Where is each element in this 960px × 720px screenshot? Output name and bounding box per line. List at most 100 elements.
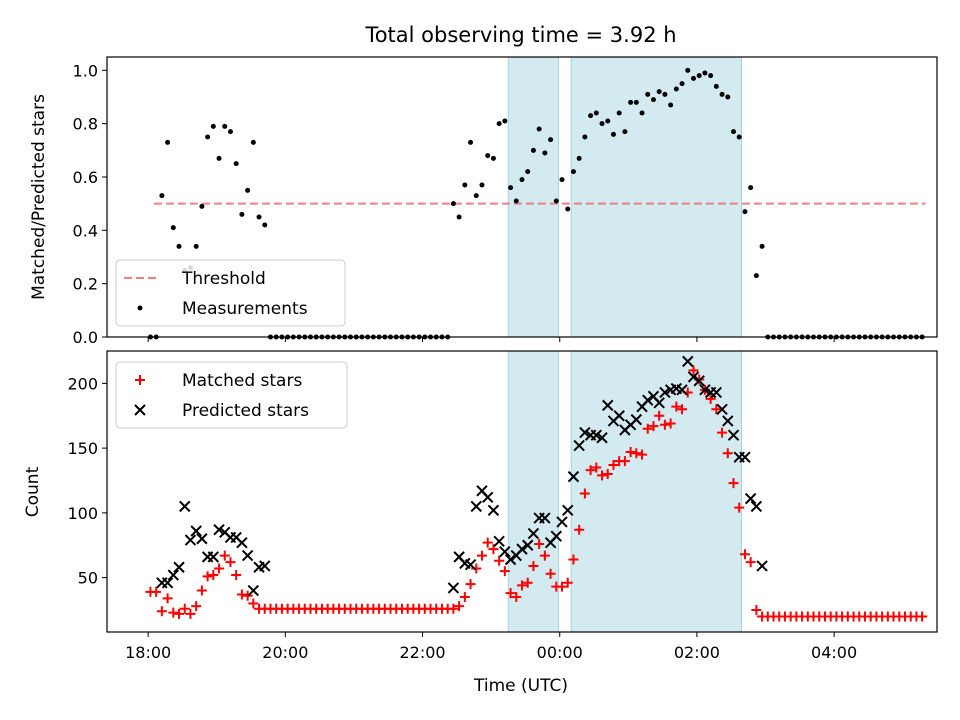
data-point — [487, 504, 500, 516]
data-point — [559, 177, 565, 183]
data-point — [216, 155, 222, 161]
data-point — [522, 539, 534, 551]
legend-label: Measurements — [182, 299, 308, 319]
data-point — [610, 131, 616, 137]
data-point — [602, 399, 614, 412]
data-point — [711, 404, 722, 415]
data-point — [656, 89, 662, 95]
data-point — [236, 589, 247, 600]
data-point — [548, 137, 554, 143]
data-point — [214, 563, 225, 574]
data-point — [176, 243, 182, 249]
data-point — [759, 243, 765, 249]
data-point — [448, 603, 459, 614]
data-point — [156, 606, 167, 617]
y-axis-label-ratio: Matched/Predicted stars — [29, 94, 49, 300]
data-point — [690, 75, 696, 81]
data-point — [739, 451, 751, 463]
data-point — [753, 273, 759, 279]
data-point — [528, 560, 539, 571]
data-point — [637, 449, 648, 460]
data-point — [633, 99, 639, 105]
data-point — [602, 469, 613, 480]
data-point — [227, 129, 233, 135]
data-point — [219, 550, 230, 561]
data-point — [481, 491, 494, 504]
y-tick-label: 0.0 — [73, 328, 98, 347]
count-panel: 50 100 150 200 18:00 20:00 22:00 00:00 02:00 04:0… — [67, 350, 938, 662]
data-point — [736, 134, 742, 140]
data-point — [450, 201, 456, 207]
legend-box — [115, 259, 346, 327]
x-tick-label: 22:00 — [399, 643, 445, 662]
y-tick-label: 150 — [67, 439, 98, 458]
data-point — [553, 198, 559, 204]
data-point — [693, 375, 705, 387]
data-point — [917, 611, 928, 622]
data-point — [242, 590, 253, 601]
data-point — [471, 563, 482, 574]
data-point — [179, 500, 191, 513]
data-point — [705, 393, 716, 404]
legend-label: Threshold — [181, 269, 266, 289]
legend-marker — [134, 404, 146, 416]
data-point — [473, 193, 479, 199]
data-point — [527, 527, 540, 540]
x-tick-label: 18:00 — [125, 643, 171, 662]
data-point — [573, 439, 585, 452]
data-point — [550, 530, 563, 542]
data-point — [728, 478, 739, 489]
data-point — [585, 465, 596, 476]
data-point — [208, 570, 219, 581]
data-point — [464, 558, 477, 571]
data-point — [702, 70, 708, 76]
axes-frame — [106, 56, 938, 338]
data-point — [534, 538, 545, 549]
data-point — [162, 593, 173, 604]
data-point — [259, 560, 271, 572]
data-point — [225, 557, 236, 568]
data-point — [210, 123, 216, 129]
data-point — [465, 579, 476, 590]
data-point — [596, 432, 608, 444]
data-point — [687, 371, 700, 383]
data-point — [659, 419, 670, 430]
data-point — [499, 546, 511, 558]
data-point — [742, 209, 748, 215]
data-point — [599, 121, 605, 127]
y-tick-label: 0.8 — [73, 115, 98, 134]
data-point — [748, 185, 754, 191]
chart-title: Total observing time = 3.92 h — [364, 23, 676, 47]
data-point — [511, 592, 522, 603]
series-predicted-stars — [156, 355, 768, 597]
data-point — [207, 551, 220, 563]
data-point — [496, 121, 502, 127]
data-point — [539, 550, 550, 561]
x-tick-label: 20:00 — [262, 643, 308, 662]
data-point — [662, 91, 668, 97]
data-point — [170, 225, 176, 231]
x-tick-label: 02:00 — [674, 643, 720, 662]
data-point — [519, 177, 525, 183]
legend: Threshold Measurements — [115, 259, 346, 327]
data-point — [502, 118, 508, 124]
data-point — [642, 394, 654, 406]
data-point — [713, 83, 719, 89]
data-point — [482, 537, 493, 548]
data-point — [173, 561, 185, 573]
data-point — [185, 608, 196, 619]
data-point — [256, 214, 262, 220]
data-point — [159, 193, 165, 199]
data-point — [493, 535, 505, 548]
data-point — [165, 139, 171, 145]
data-point — [679, 81, 685, 87]
data-point — [630, 413, 643, 426]
data-point — [202, 571, 213, 582]
data-point — [517, 580, 527, 591]
data-point — [447, 582, 460, 594]
data-point — [717, 427, 728, 438]
data-point — [454, 601, 465, 612]
data-point — [562, 577, 573, 588]
data-point — [522, 577, 533, 588]
legend-marker — [137, 305, 143, 311]
